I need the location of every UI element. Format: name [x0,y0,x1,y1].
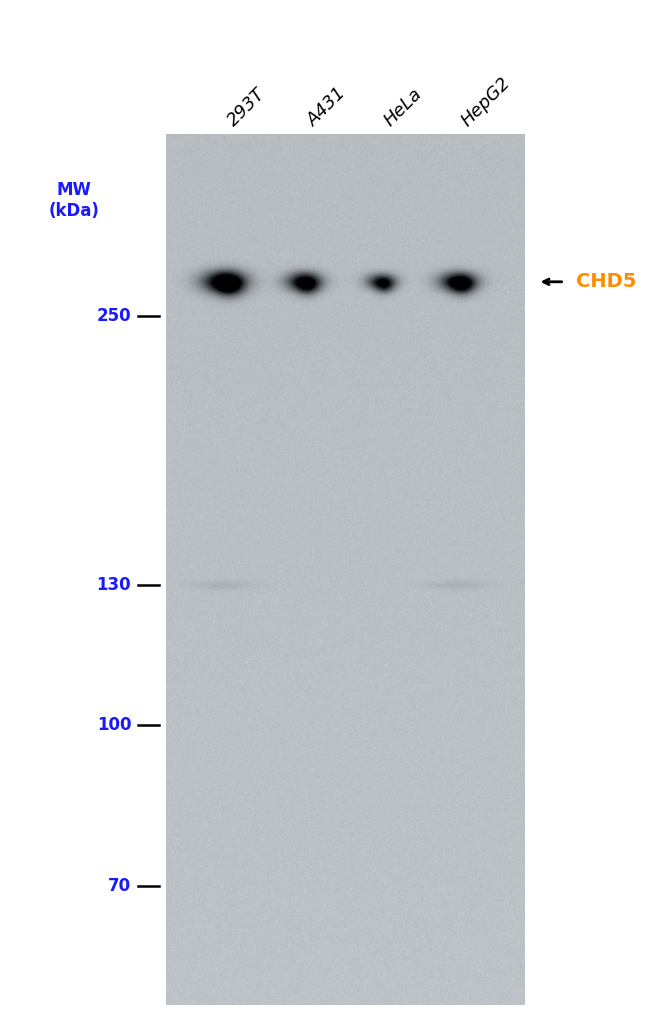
Text: A431: A431 [304,84,350,130]
Text: 100: 100 [97,716,131,735]
Text: 250: 250 [97,307,131,325]
Text: HepG2: HepG2 [458,74,514,130]
Text: 70: 70 [108,876,131,895]
Text: 130: 130 [97,576,131,595]
Text: MW
(kDa): MW (kDa) [48,181,99,220]
Text: HeLa: HeLa [381,85,426,130]
Text: CHD5: CHD5 [576,272,636,291]
Text: 293T: 293T [224,85,269,130]
